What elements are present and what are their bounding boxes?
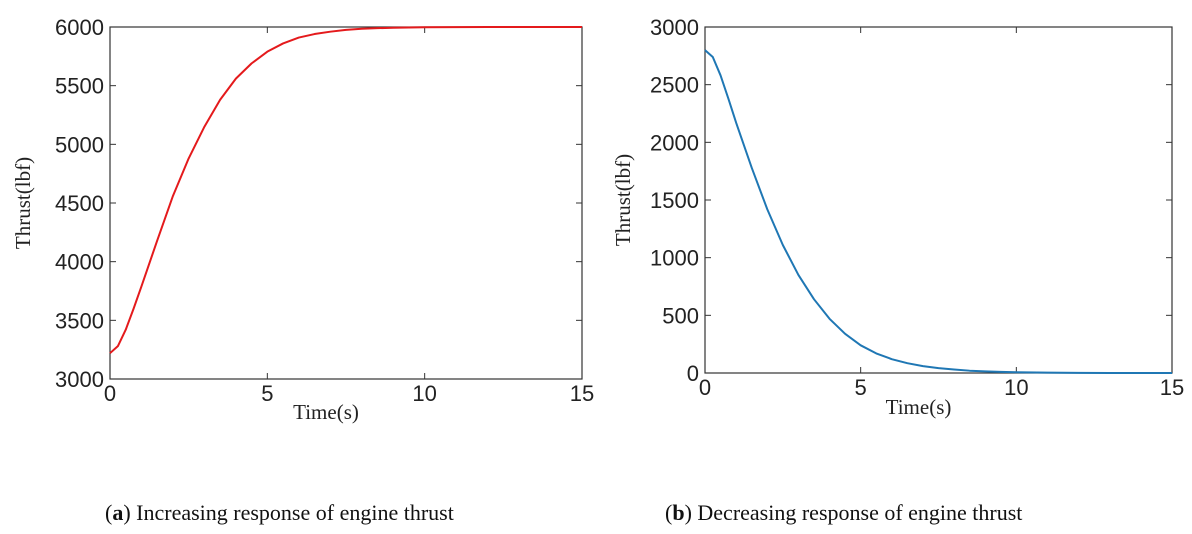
y-tick-label: 2000 (650, 130, 699, 155)
caption-open-paren: ( (665, 500, 672, 525)
y-axis-label: Thrust(lbf) (611, 154, 635, 246)
plot-frame (704, 26, 1173, 374)
x-tick-label: 5 (261, 381, 273, 406)
caption-open-paren: ( (105, 500, 112, 525)
caption-b: (b) Decreasing response of engine thrust (665, 500, 1022, 525)
y-tick-label: 1000 (650, 246, 699, 271)
x-tick-label: 15 (570, 381, 594, 406)
y-tick-label: 5000 (55, 132, 104, 157)
y-tick-label: 6000 (55, 15, 104, 40)
caption-text: ) Increasing response of engine thrust (123, 500, 454, 525)
plot-frame (109, 26, 583, 380)
series-line-b (704, 49, 1172, 374)
caption-label: a (112, 500, 123, 525)
y-tick-label: 5500 (55, 74, 104, 99)
chart-a: 3000 3500 4000 4500 5000 5500 6000 0 5 10 15 Time(s… (11, 15, 594, 525)
y-tick-label: 500 (662, 303, 699, 328)
x-axis-label: Time(s) (293, 400, 359, 424)
x-tick-label: 0 (104, 381, 116, 406)
y-tick-label: 3000 (650, 15, 699, 40)
y-tick-label: 0 (687, 361, 699, 386)
x-tick-label: 10 (412, 381, 436, 406)
x-tick-label: 5 (855, 375, 867, 400)
series-line-a (109, 26, 582, 354)
y-tick-label: 3500 (55, 308, 104, 333)
y-tick-label: 1500 (650, 188, 699, 213)
caption-label: b (672, 500, 684, 525)
y-tick-label: 3000 (55, 367, 104, 392)
chart-b: 0 500 1000 1500 2000 2500 3000 0 5 10 15 Time(s) Thr… (611, 15, 1184, 525)
caption-text: ) Decreasing response of engine thrust (685, 500, 1023, 525)
x-axis-label: Time(s) (886, 395, 952, 419)
x-tick-label: 10 (1004, 375, 1028, 400)
x-tick-label: 15 (1160, 375, 1184, 400)
y-tick-label: 4500 (55, 191, 104, 216)
caption-a: (a) Increasing response of engine thrust (105, 500, 454, 525)
y-axis-label: Thrust(lbf) (11, 157, 35, 249)
x-tick-label: 0 (699, 375, 711, 400)
y-tick-label: 2500 (650, 73, 699, 98)
y-tick-label: 4000 (55, 250, 104, 275)
